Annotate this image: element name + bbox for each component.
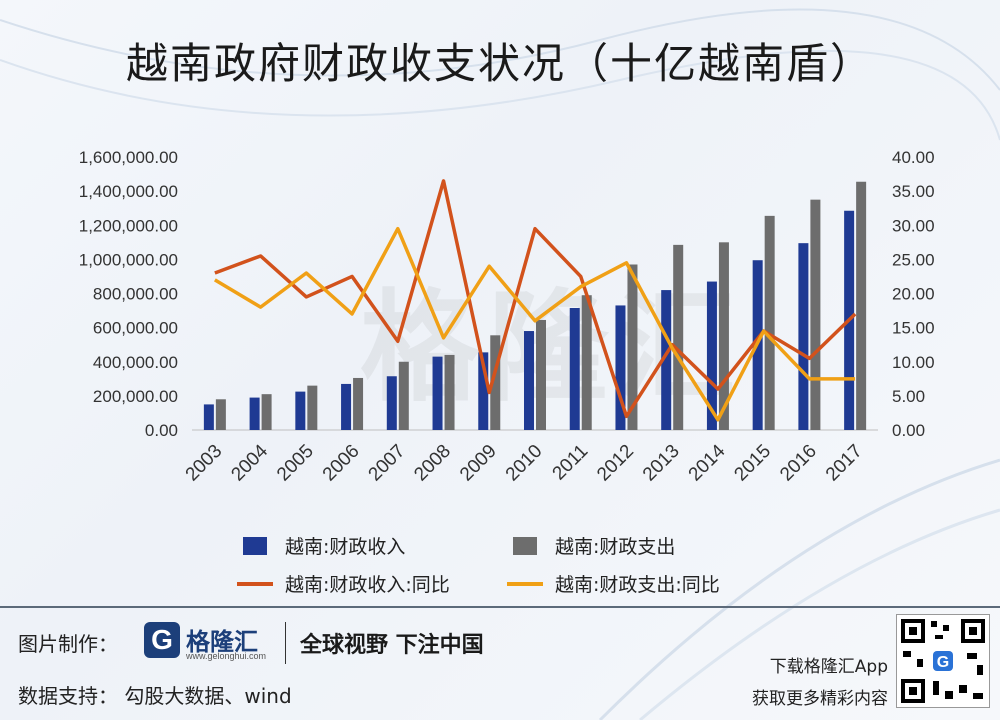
- y-left-tick-label: 1,600,000.00: [79, 148, 178, 167]
- y-left-tick-label: 1,000,000.00: [79, 250, 178, 269]
- x-tick-label: 2017: [822, 441, 867, 486]
- legend-label: 越南:财政收入: [285, 536, 405, 558]
- bar-revenue: [341, 383, 352, 430]
- x-tick-label: 2014: [685, 440, 730, 485]
- bar-revenue: [386, 376, 397, 430]
- y-left-tick-label: 200,000.00: [93, 387, 178, 406]
- y-right-tick-label: 30.00: [892, 216, 935, 235]
- y-right-tick-label: 15.00: [892, 319, 935, 338]
- legend-swatch: [243, 537, 267, 555]
- y-right-tick-label: 40.00: [892, 148, 935, 167]
- bar-revenue: [524, 331, 534, 430]
- logo-url: www.gelonghui.com: [186, 651, 267, 661]
- x-tick-label: 2012: [593, 441, 638, 486]
- bar-revenue: [798, 243, 809, 430]
- legend-label: 越南:财政支出: [555, 536, 675, 558]
- x-tick-label: 2006: [319, 441, 364, 486]
- x-tick-label: 2016: [776, 441, 821, 486]
- x-tick-label: 2008: [410, 441, 455, 486]
- credit-data-label: 数据支持： 勾股大数据、wind: [18, 684, 292, 708]
- logo-separator: [285, 622, 286, 664]
- bar-revenue: [569, 308, 580, 430]
- x-tick-label: 2013: [639, 441, 684, 486]
- line-revenue-yoy: [214, 179, 857, 419]
- slogan: 全球视野 下注中国: [300, 633, 484, 658]
- logo-text: 格隆汇: [186, 628, 258, 656]
- y-right-tick-label: 35.00: [892, 182, 935, 201]
- x-tick-label: 2003: [182, 441, 227, 486]
- bar-expenditure: [398, 361, 409, 430]
- x-tick-label: 2005: [273, 441, 318, 486]
- y-right-tick-label: 5.00: [892, 387, 925, 406]
- bar-expenditure: [810, 199, 821, 430]
- bar-expenditure: [307, 385, 318, 430]
- x-tick-label: 2015: [730, 441, 775, 486]
- bar-expenditure: [673, 244, 684, 430]
- bar-revenue: [706, 281, 717, 430]
- bar-expenditure: [536, 319, 546, 430]
- bar-expenditure: [261, 394, 272, 430]
- y-right-tick-label: 20.00: [892, 285, 935, 304]
- bar-revenue: [295, 391, 306, 430]
- legend-label: 越南:财政支出:同比: [555, 574, 720, 596]
- y-left-tick-label: 800,000.00: [93, 285, 178, 304]
- line-expenditure-yoy: [213, 226, 856, 422]
- svg-text:G: G: [937, 654, 949, 671]
- bar-revenue: [661, 290, 672, 430]
- bar-expenditure: [627, 264, 638, 430]
- bar-revenue: [615, 305, 626, 430]
- y-left-tick-label: 600,000.00: [93, 319, 178, 338]
- y-left-tick-label: 1,200,000.00: [79, 216, 178, 235]
- y-left-tick-label: 400,000.00: [93, 353, 178, 372]
- x-tick-label: 2010: [502, 441, 547, 486]
- app-download-text: 下载格隆汇App: [769, 657, 888, 677]
- credit-image-label: 图片制作：: [18, 632, 118, 656]
- x-tick-label: 2009: [456, 441, 501, 486]
- y-right-tick-label: 0.00: [892, 421, 925, 440]
- chart: 0.00 200,000.00 400,000.00 600,000.00 800,00…: [79, 148, 935, 596]
- bar-expenditure: [764, 215, 775, 430]
- x-tick-label: 2004: [227, 440, 272, 485]
- bar-expenditure: [718, 242, 729, 430]
- chart-title: 越南政府财政收支状况（十亿越南盾）: [125, 39, 874, 88]
- x-tick-label: 2011: [549, 441, 593, 485]
- qr-code-icon[interactable]: G: [896, 614, 990, 708]
- x-tick-label: 2007: [365, 441, 410, 486]
- bar-expenditure: [490, 335, 501, 430]
- y-right-tick-label: 25.00: [892, 250, 935, 269]
- bar-expenditure: [353, 377, 364, 430]
- bar-revenue: [432, 356, 443, 430]
- app-promo-text: 获取更多精彩内容: [752, 689, 888, 709]
- legend-swatch: [513, 537, 537, 555]
- legend-label: 越南:财政收入:同比: [285, 574, 450, 596]
- y-left-tick-label: 0.00: [145, 421, 178, 440]
- bar-expenditure: [215, 399, 226, 430]
- bar-expenditure: [581, 295, 592, 430]
- footer-divider: [0, 606, 1000, 608]
- gelonghui-logo-icon: G: [144, 622, 180, 658]
- bar-revenue: [478, 352, 489, 430]
- bar-revenue: [203, 404, 214, 430]
- bar-expenditure: [444, 354, 455, 430]
- y-left-tick-label: 1,400,000.00: [79, 182, 178, 201]
- bar-expenditure: [856, 181, 867, 430]
- bar-revenue: [249, 397, 260, 430]
- y-right-tick-label: 10.00: [892, 353, 935, 372]
